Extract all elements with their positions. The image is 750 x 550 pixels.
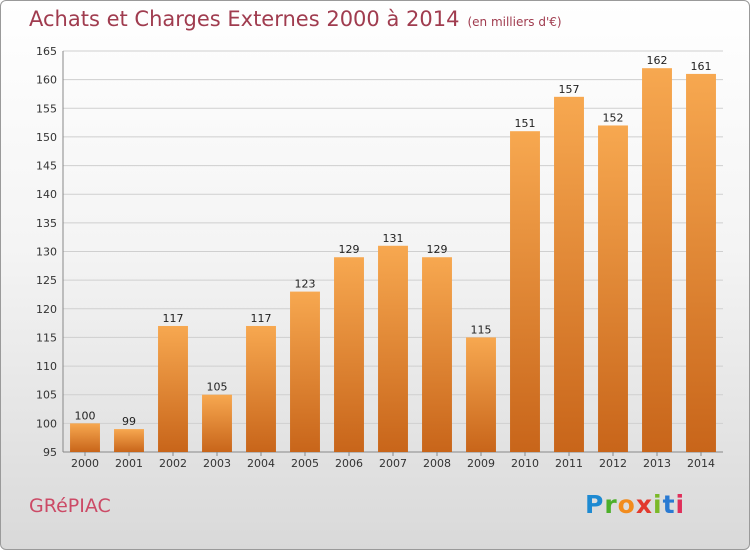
logo-letter: P <box>585 490 605 519</box>
y-tick-label: 115 <box>36 331 57 344</box>
bar <box>422 257 452 452</box>
logo-letter: t <box>662 490 676 519</box>
y-tick-label: 125 <box>36 274 57 287</box>
bar <box>510 131 540 452</box>
bar <box>554 96 584 452</box>
bar <box>246 325 276 452</box>
x-tick-label: 2000 <box>71 457 99 470</box>
data-label: 157 <box>559 83 580 96</box>
y-tick-label: 100 <box>36 417 57 430</box>
x-tick-label: 2012 <box>599 457 627 470</box>
x-tick-label: 2003 <box>203 457 231 470</box>
y-tick-label: 120 <box>36 303 57 316</box>
data-label: 115 <box>471 323 492 336</box>
x-tick-label: 2014 <box>687 457 715 470</box>
y-tick-label: 105 <box>36 389 57 402</box>
x-tick-label: 2008 <box>423 457 451 470</box>
y-tick-label: 165 <box>36 45 57 58</box>
data-label: 161 <box>691 60 712 73</box>
x-tick-label: 2006 <box>335 457 363 470</box>
y-tick-label: 130 <box>36 246 57 259</box>
y-tick-label: 155 <box>36 102 57 115</box>
bar <box>598 125 628 452</box>
x-tick-label: 2009 <box>467 457 495 470</box>
y-tick-label: 160 <box>36 74 57 87</box>
data-labels: 100 99 117 105 117 123 129 131 129 115 151 157 152 16… <box>75 54 712 428</box>
bar <box>290 291 320 452</box>
y-tick-label: 150 <box>36 131 57 144</box>
y-tick-label: 135 <box>36 217 57 230</box>
bar <box>70 423 100 452</box>
logo-letter: i <box>675 490 686 519</box>
data-label: 105 <box>207 381 228 394</box>
bars <box>70 68 716 453</box>
chart-title: Achats et Charges Externes 2000 à 2014 (e… <box>29 7 562 31</box>
chart-title-text: Achats et Charges Externes 2000 à 2014 <box>29 7 460 31</box>
bar <box>378 245 408 452</box>
data-label: 117 <box>251 312 272 325</box>
y-tick-label: 140 <box>36 188 57 201</box>
y-tick-label: 95 <box>43 446 57 459</box>
bar <box>686 73 716 453</box>
data-label: 99 <box>122 415 136 428</box>
data-label: 129 <box>339 243 360 256</box>
logo-letter: x <box>635 490 653 519</box>
data-label: 162 <box>647 54 668 67</box>
x-tick-label: 2004 <box>247 457 275 470</box>
proxiti-logo[interactable]: Proxiti <box>585 490 685 519</box>
data-label: 152 <box>603 111 624 124</box>
y-tick-label: 110 <box>36 360 57 373</box>
bar <box>158 325 188 452</box>
data-label: 151 <box>515 117 536 130</box>
x-tick-label: 2007 <box>379 457 407 470</box>
logo-letter: i <box>653 490 663 519</box>
y-tick-label: 145 <box>36 160 57 173</box>
x-tick-label: 2013 <box>643 457 671 470</box>
data-label: 131 <box>383 232 404 245</box>
bar <box>202 394 232 452</box>
data-label: 123 <box>295 278 316 291</box>
logo-letter: o <box>617 490 636 519</box>
chart-subtitle: (en milliers d'€) <box>467 15 562 29</box>
logo-letter: r <box>604 490 618 519</box>
commune-name: GRéPIAC <box>29 495 111 517</box>
bar <box>114 429 144 452</box>
data-label: 100 <box>75 409 96 422</box>
axes: 95 100 105 110 115 120 125 130 135 140 145 150 155 16… <box>36 45 723 470</box>
data-label: 117 <box>163 312 184 325</box>
x-tick-label: 2010 <box>511 457 539 470</box>
bar <box>466 337 496 452</box>
bar <box>334 257 364 452</box>
x-tick-label: 2005 <box>291 457 319 470</box>
x-tick-label: 2011 <box>555 457 583 470</box>
x-tick-label: 2001 <box>115 457 143 470</box>
bar <box>642 68 672 452</box>
data-label: 129 <box>427 243 448 256</box>
x-tick-label: 2002 <box>159 457 187 470</box>
